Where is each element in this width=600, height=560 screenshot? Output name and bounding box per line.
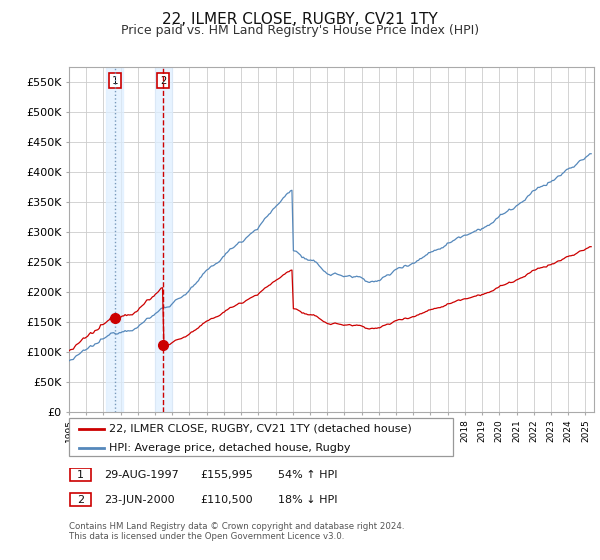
- Text: 2: 2: [77, 494, 84, 505]
- Text: 1: 1: [112, 76, 118, 86]
- Text: £110,500: £110,500: [200, 494, 253, 505]
- Text: 29-AUG-1997: 29-AUG-1997: [104, 470, 179, 480]
- Text: 54% ↑ HPI: 54% ↑ HPI: [278, 470, 337, 480]
- Bar: [155, 67, 172, 412]
- Text: 18% ↓ HPI: 18% ↓ HPI: [278, 494, 337, 505]
- Text: 2: 2: [160, 76, 166, 86]
- Text: 22, ILMER CLOSE, RUGBY, CV21 1TY: 22, ILMER CLOSE, RUGBY, CV21 1TY: [162, 12, 438, 27]
- FancyBboxPatch shape: [69, 418, 453, 456]
- Text: £155,995: £155,995: [200, 470, 253, 480]
- Text: 23-JUN-2000: 23-JUN-2000: [104, 494, 175, 505]
- Bar: [106, 67, 124, 412]
- FancyBboxPatch shape: [70, 468, 91, 482]
- FancyBboxPatch shape: [70, 493, 91, 506]
- Text: HPI: Average price, detached house, Rugby: HPI: Average price, detached house, Rugb…: [109, 443, 351, 453]
- Text: 1: 1: [77, 470, 84, 480]
- Text: Price paid vs. HM Land Registry's House Price Index (HPI): Price paid vs. HM Land Registry's House …: [121, 24, 479, 36]
- Text: Contains HM Land Registry data © Crown copyright and database right 2024.
This d: Contains HM Land Registry data © Crown c…: [69, 522, 404, 542]
- Text: 22, ILMER CLOSE, RUGBY, CV21 1TY (detached house): 22, ILMER CLOSE, RUGBY, CV21 1TY (detach…: [109, 424, 412, 434]
